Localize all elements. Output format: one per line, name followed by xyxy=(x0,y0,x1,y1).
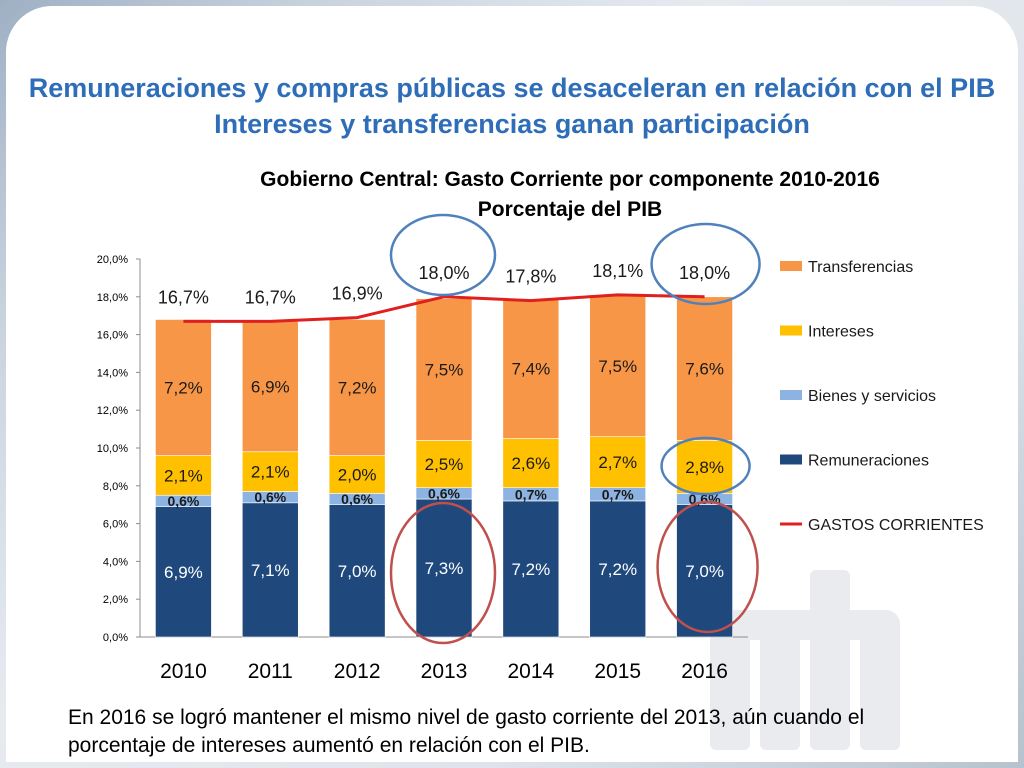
data-label-gastos-corrientes: 17,8% xyxy=(505,267,556,287)
legend-label: Intereses xyxy=(808,324,874,341)
y-tick-label: 12,0% xyxy=(97,405,128,417)
legend-label: Transferencias xyxy=(808,259,913,276)
bar-transferencias xyxy=(328,319,386,456)
bar-remuneraciones xyxy=(589,500,647,638)
data-label-intereses: 2,8% xyxy=(685,458,724,477)
highlight-circle-2016-intereses xyxy=(660,436,751,496)
legend-swatch xyxy=(780,390,802,400)
data-label-bienes-y-servicios: 0,7% xyxy=(602,486,634,502)
data-label-intereses: 2,7% xyxy=(598,453,637,472)
y-tick-label: 16,0% xyxy=(97,330,128,342)
data-label-remuneraciones: 7,0% xyxy=(685,562,724,581)
data-label-gastos-corrientes: 16,9% xyxy=(332,284,383,304)
bar-transferencias xyxy=(676,296,733,441)
bar-transferencias xyxy=(502,298,560,439)
legend-label: Remuneraciones xyxy=(808,453,929,470)
data-label-transferencias: 7,2% xyxy=(338,379,377,398)
legend-swatch xyxy=(780,454,802,465)
logo-watermark-icon xyxy=(710,570,900,750)
highlight-circle-2016-remuneraciones xyxy=(656,500,759,634)
data-label-intereses: 2,1% xyxy=(251,463,290,482)
data-label-remuneraciones: 7,2% xyxy=(598,560,637,579)
slide-headline: Remuneraciones y compras públicas se des… xyxy=(0,70,1024,142)
x-tick-label: 2014 xyxy=(507,660,554,683)
data-label-gastos-corrientes: 18,1% xyxy=(592,261,643,281)
data-label-transferencias: 7,4% xyxy=(511,360,550,379)
data-label-bienes-y-servicios: 0,6% xyxy=(428,485,460,501)
x-tick-label: 2013 xyxy=(421,660,468,683)
y-tick-label: 4,0% xyxy=(103,556,128,568)
data-label-remuneraciones: 7,1% xyxy=(251,561,290,580)
data-label-gastos-corrientes: 18,0% xyxy=(679,263,730,283)
y-tick-label: 20,0% xyxy=(97,254,128,266)
data-label-transferencias: 6,9% xyxy=(251,378,290,397)
y-tick-label: 14,0% xyxy=(97,367,128,379)
bar-remuneraciones xyxy=(502,500,560,638)
bar-remuneraciones xyxy=(155,506,212,638)
legend-swatch xyxy=(780,325,802,336)
y-tick-label: 10,0% xyxy=(97,443,128,455)
legend-label: Bienes y servicios xyxy=(808,388,936,405)
x-tick-label: 2011 xyxy=(248,660,293,683)
bar-remuneraciones xyxy=(676,504,733,638)
x-tick-label: 2012 xyxy=(334,660,381,683)
y-tick-label: 8,0% xyxy=(103,481,128,493)
legend-label: GASTOS CORRIENTES xyxy=(808,517,984,534)
bar-intereses xyxy=(589,436,647,488)
bar-intereses xyxy=(155,455,212,496)
chart-title-line-2: Porcentaje del PIB xyxy=(477,198,663,221)
line-gastos-corrientes xyxy=(183,293,705,323)
data-label-transferencias: 7,5% xyxy=(425,361,464,380)
data-label-intereses: 2,5% xyxy=(425,455,464,474)
y-tick-label: 18,0% xyxy=(97,292,128,304)
data-label-remuneraciones: 6,9% xyxy=(164,563,203,582)
highlight-circle-2016-total xyxy=(650,222,761,306)
y-tick-label: 2,0% xyxy=(103,594,128,606)
y-tick-label: 6,0% xyxy=(103,519,128,531)
data-label-gastos-corrientes: 16,7% xyxy=(158,287,209,307)
bar-intereses xyxy=(502,438,560,488)
data-label-bienes-y-servicios: 0,6% xyxy=(341,491,373,507)
chart-title-line-1: Gobierno Central: Gasto Corriente por co… xyxy=(260,168,880,191)
bar-intereses xyxy=(415,440,473,488)
bar-remuneraciones xyxy=(241,502,299,638)
headline-line-2: Intereses y transferencias ganan partici… xyxy=(214,109,810,139)
bar-transferencias xyxy=(415,298,473,441)
bar-intereses xyxy=(676,440,733,494)
data-label-remuneraciones: 7,3% xyxy=(425,559,464,578)
stacked-bar-chart: 0,0% 2,0% 4,0% 6,0% 8,0% 10,0% 12,0% 14,0% 16,0%… xyxy=(97,213,984,683)
data-label-transferencias: 7,5% xyxy=(598,357,637,376)
data-label-remuneraciones: 7,0% xyxy=(338,562,377,581)
bar-remuneraciones xyxy=(328,504,386,638)
data-label-gastos-corrientes: 18,0% xyxy=(418,263,469,283)
y-tick-label: 0,0% xyxy=(103,632,128,644)
data-label-transferencias: 7,2% xyxy=(164,379,203,398)
headline-line-1: Remuneraciones y compras públicas se des… xyxy=(28,73,996,103)
data-label-bienes-y-servicios: 0,6% xyxy=(254,489,286,505)
data-label-intereses: 2,6% xyxy=(511,454,550,473)
legend-swatch xyxy=(780,261,802,271)
highlight-circle-2013-total xyxy=(389,213,497,297)
data-label-remuneraciones: 7,2% xyxy=(511,560,550,579)
data-label-bienes-y-servicios: 0,6% xyxy=(167,493,199,509)
data-label-bienes-y-servicios: 0,7% xyxy=(515,486,547,502)
x-tick-label: 2015 xyxy=(594,660,641,683)
bar-intereses xyxy=(328,455,386,494)
chart-title: Gobierno Central: Gasto Corriente por co… xyxy=(200,165,940,225)
bar-transferencias xyxy=(155,319,212,456)
x-tick-label: 2016 xyxy=(681,660,728,683)
x-tick-label: 2010 xyxy=(160,660,207,683)
data-label-transferencias: 7,6% xyxy=(685,360,724,379)
bar-transferencias xyxy=(589,294,647,437)
data-label-gastos-corrientes: 16,7% xyxy=(245,287,296,307)
bar-transferencias xyxy=(241,321,299,453)
footnote-text: En 2016 se logró mantener el mismo nivel… xyxy=(68,706,865,757)
highlight-circle-2013-remuneraciones xyxy=(389,501,497,645)
data-label-intereses: 2,0% xyxy=(338,465,377,484)
data-label-intereses: 2,1% xyxy=(164,466,203,485)
